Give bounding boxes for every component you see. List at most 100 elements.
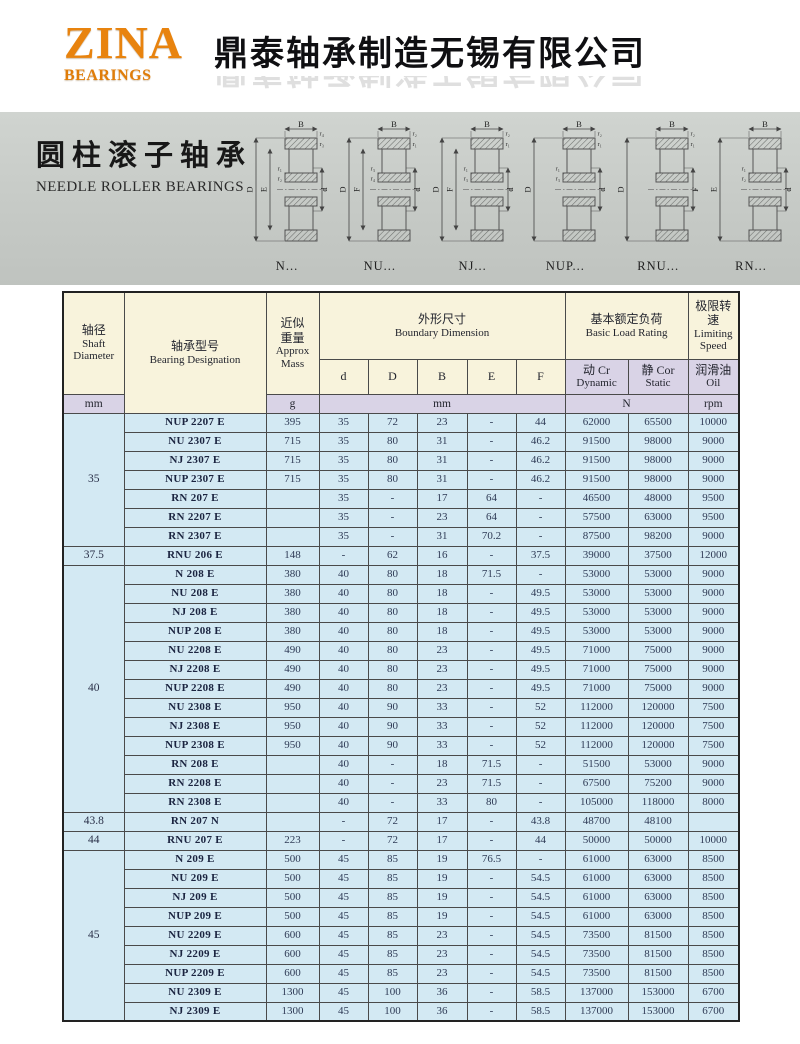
value-cell: 54.5 (515, 963, 566, 984)
header-label: 重量 (280, 330, 305, 345)
svg-text:r₁: r₁ (556, 166, 560, 173)
value-cell: 490 (265, 640, 320, 661)
table-row: NJ 2209 E 600 45 85 23-54.5 73500 81500 8500 (63, 944, 740, 965)
svg-text:r₂: r₂ (742, 176, 746, 183)
value-cell: 52 (515, 735, 566, 756)
value-cell: 80 (367, 640, 418, 661)
value-cell: 81500 (627, 963, 689, 984)
value-cell (265, 754, 320, 775)
value-cell: 61000 (564, 849, 629, 870)
svg-text:r₁: r₁ (691, 141, 695, 148)
svg-text:B: B (298, 120, 304, 129)
bearing-designation-cell: NU 2307 E (123, 431, 267, 452)
value-cell: 71000 (564, 640, 629, 661)
col-header-dynamic: 动 Cr Dynamic (564, 358, 629, 395)
svg-text:d: d (319, 187, 329, 192)
header-label: 基本额定负荷 (590, 312, 663, 327)
value-cell: 61000 (564, 887, 629, 908)
value-cell: 45 (318, 849, 369, 870)
value-cell: 52 (515, 716, 566, 737)
col-header-shaft-diameter: 轴径 Shaft Diameter (62, 291, 125, 395)
section-title: 圆柱滚子轴承 NEEDLE ROLLER BEARINGS (36, 132, 252, 196)
value-cell: 9000 (687, 678, 740, 699)
col-header-boundary-dimension: 外形尺寸 Boundary Dimension (318, 291, 566, 360)
value-cell: 120000 (627, 735, 689, 756)
value-cell: 8500 (687, 925, 740, 946)
value-cell: 40 (318, 564, 369, 585)
value-cell: 35 (318, 412, 369, 433)
table-row: RN 2308 E 40-33 80-105000 118000 8000 (63, 792, 740, 813)
value-cell: 53000 (564, 621, 629, 642)
unit-dims: mm (318, 393, 566, 414)
col-header-D: D (367, 358, 418, 395)
value-cell: 40 (318, 602, 369, 623)
value-cell: 35 (318, 450, 369, 471)
value-cell: 19 (416, 868, 468, 889)
value-cell: 18 (416, 754, 468, 775)
value-cell: - (466, 735, 517, 756)
diagram-caption: NU... (363, 259, 397, 273)
value-cell: 45 (318, 963, 369, 984)
value-cell: 715 (265, 469, 320, 490)
value-cell: 380 (265, 621, 320, 642)
shaft-diameter-cell: 44 (62, 830, 125, 851)
value-cell: 9000 (687, 469, 740, 490)
value-cell: 81500 (627, 944, 689, 965)
svg-text:r₃: r₃ (463, 176, 467, 183)
value-cell: 85 (367, 849, 418, 870)
value-cell: 85 (367, 963, 418, 984)
header-label: Bearing Designation (149, 353, 241, 366)
shaft-diameter-cell: 37.5 (62, 545, 125, 566)
value-cell: 137000 (564, 982, 629, 1003)
value-cell: 72 (367, 412, 418, 433)
bearing-cross-section-diagram: B E d r₁ r₂ (708, 120, 793, 242)
value-cell: 71.5 (466, 754, 517, 775)
value-cell: 500 (265, 906, 320, 927)
value-cell: 63000 (627, 868, 689, 889)
value-cell: 9000 (687, 431, 740, 452)
value-cell: - (466, 982, 517, 1003)
value-cell: 9000 (687, 564, 740, 585)
value-cell: 49.5 (515, 659, 566, 680)
value-cell (265, 792, 320, 813)
value-cell: 45 (318, 944, 369, 965)
value-cell: - (466, 621, 517, 642)
svg-text:F: F (351, 187, 361, 192)
value-cell: 54.5 (515, 906, 566, 927)
value-cell: 500 (265, 868, 320, 889)
value-cell: - (515, 849, 566, 870)
svg-text:d: d (505, 187, 515, 192)
value-cell: - (466, 944, 517, 965)
svg-text:d: d (412, 187, 422, 192)
value-cell: 53000 (627, 564, 689, 585)
value-cell: 105000 (564, 792, 629, 813)
value-cell: 31 (416, 526, 468, 547)
value-cell: 71.5 (466, 564, 517, 585)
value-cell: 54.5 (515, 887, 566, 908)
svg-text:r₁: r₁ (742, 166, 746, 173)
value-cell: 43.8 (515, 811, 566, 832)
value-cell: 57500 (564, 507, 629, 528)
value-cell: 81500 (627, 925, 689, 946)
table-row: NU 209 E 500 45 85 19-54.5 61000 63000 8500 (63, 868, 740, 889)
value-cell: - (367, 792, 418, 813)
value-cell: 44 (515, 830, 566, 851)
value-cell: 72 (367, 811, 418, 832)
value-cell: 53000 (564, 583, 629, 604)
bearing-designation-cell: NJ 2309 E (123, 1001, 267, 1022)
value-cell: - (466, 602, 517, 623)
unit-speed: rpm (687, 393, 740, 414)
value-cell: 600 (265, 963, 320, 984)
svg-text:B: B (577, 120, 583, 129)
value-cell: - (318, 830, 369, 851)
bearing-designation-cell: NJ 2208 E (123, 659, 267, 680)
value-cell: - (515, 754, 566, 775)
value-cell: 33 (416, 735, 468, 756)
value-cell: 45 (318, 887, 369, 908)
value-cell: 40 (318, 754, 369, 775)
value-cell: 64 (466, 488, 517, 509)
